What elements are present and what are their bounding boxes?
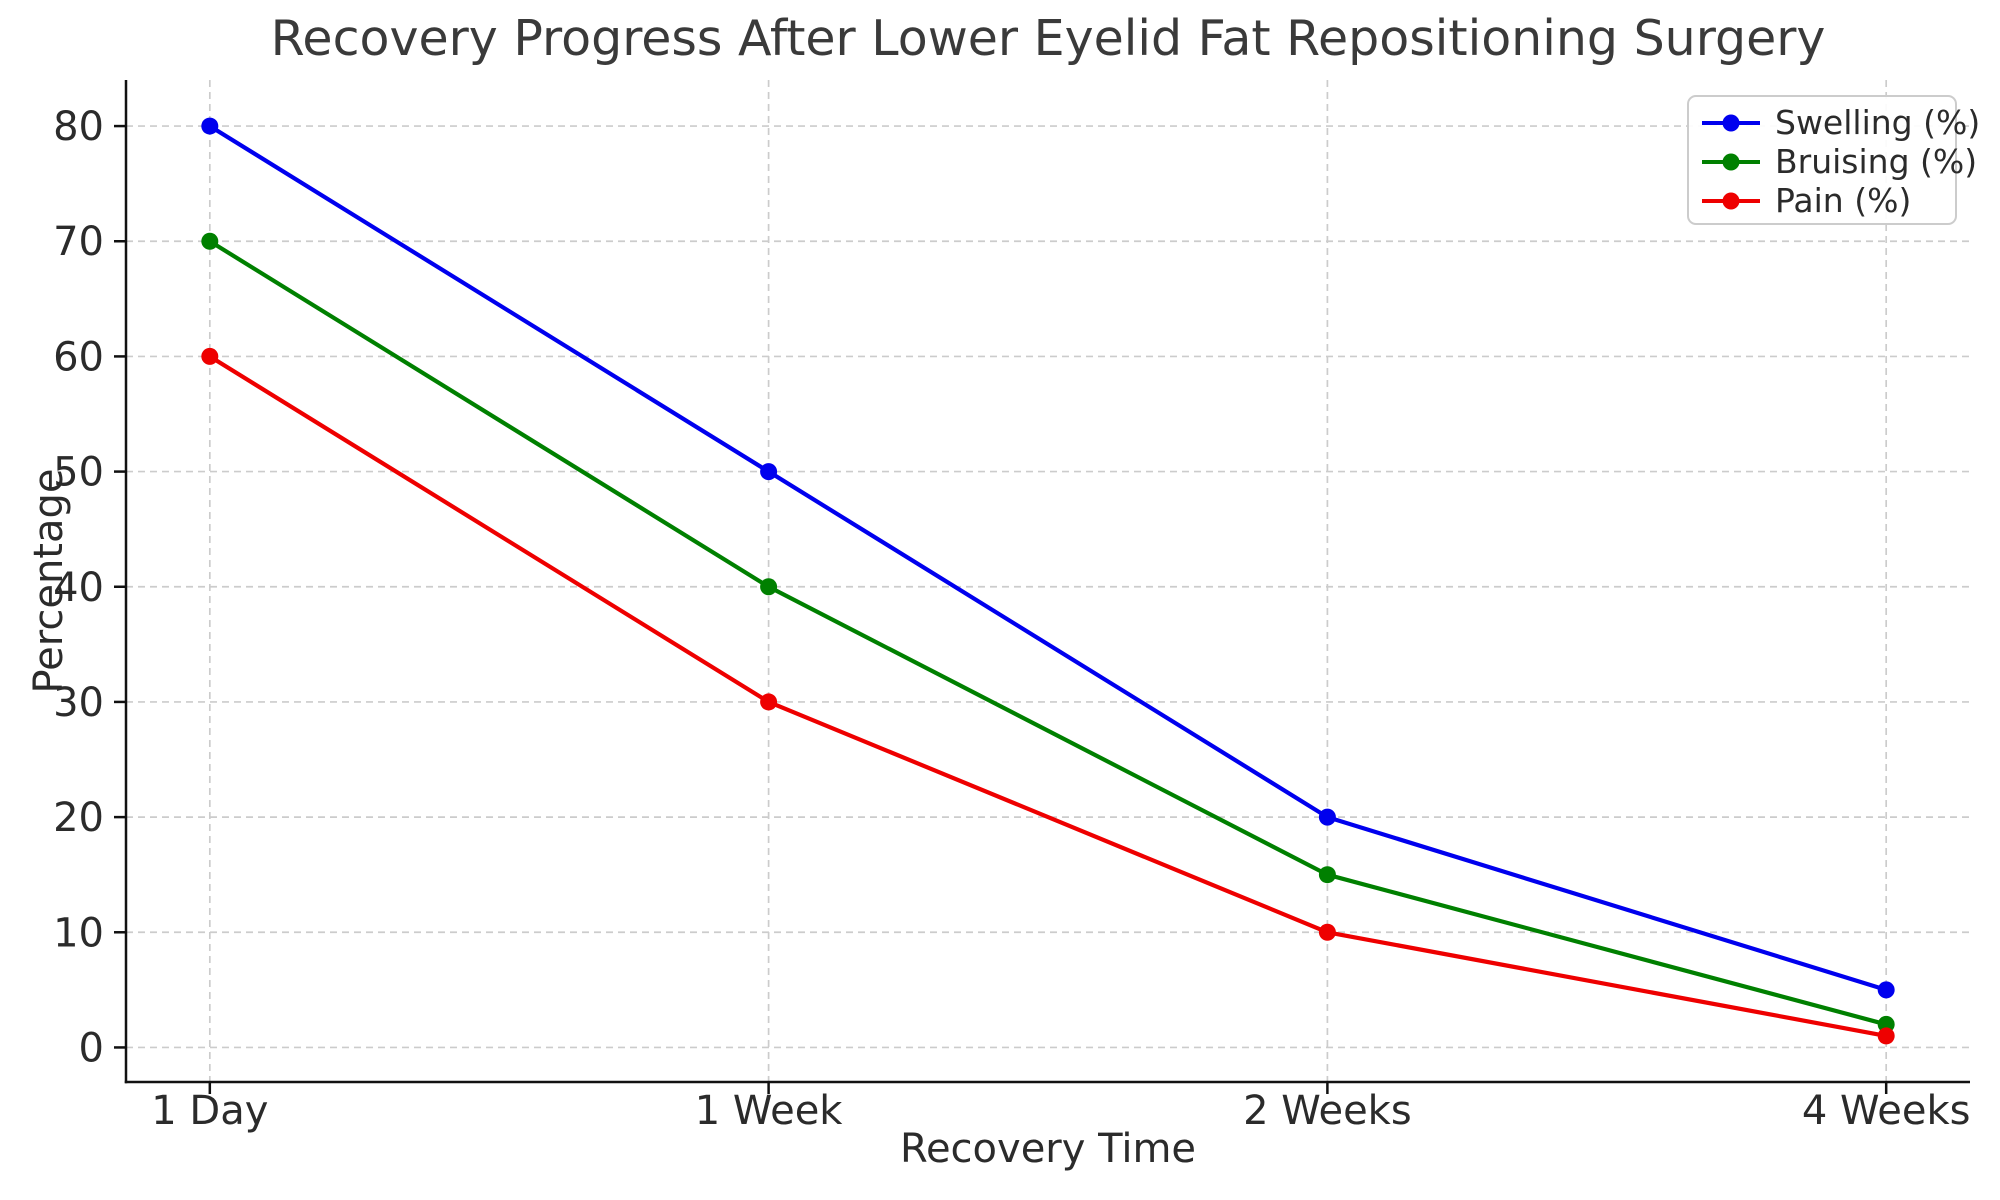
series-line	[207, 123, 1889, 992]
x-axis-ticks: 1 Day 1 Week 2 Weeks 4 Weeks	[151, 1082, 1970, 1134]
legend-label: Pain (%)	[1775, 181, 1912, 220]
y-tick-label: 20	[53, 795, 104, 841]
legend-line-sample	[1702, 192, 1760, 209]
data-point-marker	[201, 117, 219, 135]
data-point-marker	[1318, 923, 1336, 941]
axes	[124, 80, 1970, 1084]
y-tick-label: 80	[53, 104, 104, 150]
y-tick-label: 50	[53, 450, 104, 496]
y-tick-label: 40	[53, 565, 104, 611]
legend-item-bruising: Bruising (%)	[1689, 142, 1977, 181]
legend-item-swelling: Swelling (%)	[1689, 103, 1980, 142]
data-point-marker	[1877, 981, 1895, 999]
data-point-marker	[760, 463, 778, 481]
series-line	[207, 354, 1889, 1039]
chart-title: Recovery Progress After Lower Eyelid Fat…	[270, 10, 1826, 67]
data-point-marker	[1877, 1027, 1895, 1045]
legend-label: Bruising (%)	[1775, 142, 1978, 181]
legend: Swelling (%) Bruising (%) Pain (%)	[1687, 95, 1980, 225]
legend-line-sample	[1702, 153, 1760, 170]
legend-line-sample	[1702, 114, 1760, 131]
data-point-marker	[760, 578, 778, 596]
gridlines	[126, 80, 1970, 1082]
series-line	[207, 239, 1889, 1027]
data-point-marker	[760, 693, 778, 711]
x-tick-label: 1 Week	[695, 1088, 844, 1134]
legend-label: Swelling (%)	[1775, 103, 1981, 142]
legend-marker-icon	[1722, 114, 1740, 131]
data-point-marker	[1318, 808, 1336, 826]
series-pain	[201, 347, 1895, 1045]
y-tick-label: 70	[53, 219, 104, 265]
y-axis-label: Percentage	[26, 468, 72, 694]
y-tick-label: 10	[53, 910, 104, 956]
x-tick-label: 2 Weeks	[1243, 1088, 1412, 1134]
data-point-marker	[201, 232, 219, 250]
legend-marker-icon	[1722, 153, 1740, 170]
x-tick-label: 1 Day	[151, 1088, 268, 1134]
y-tick-label: 60	[53, 334, 104, 380]
data-point-marker	[201, 347, 219, 365]
x-axis-label: Recovery Time	[899, 1126, 1197, 1172]
data-point-marker	[1318, 866, 1336, 884]
legend-item-pain: Pain (%)	[1689, 181, 1955, 220]
y-tick-label: 30	[53, 680, 104, 726]
x-tick-label: 4 Weeks	[1802, 1088, 1971, 1134]
y-axis-ticks: 0 10 20 30 40 50 60 70 80	[53, 104, 126, 1071]
y-tick-label: 0	[79, 1025, 104, 1071]
series-swelling	[201, 117, 1895, 999]
legend-marker-icon	[1722, 192, 1740, 209]
